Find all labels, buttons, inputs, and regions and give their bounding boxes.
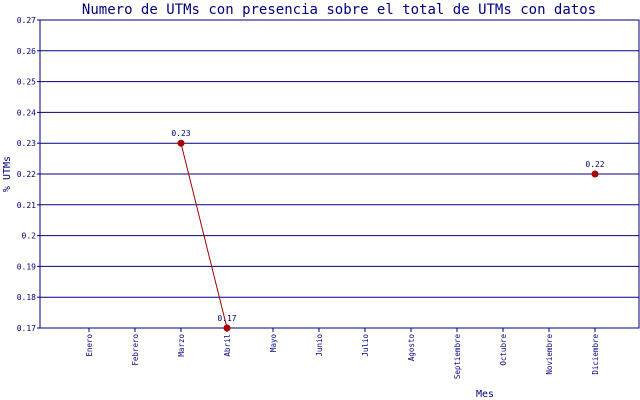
x-tick-label: Septiembre bbox=[453, 334, 462, 380]
x-tick-label: Junio bbox=[315, 334, 324, 357]
x-axis-label: Mes bbox=[476, 389, 494, 400]
x-tick-label: Febrero bbox=[131, 334, 140, 366]
y-tick-label: 0.19 bbox=[17, 262, 36, 271]
y-tick-label: 0.23 bbox=[17, 139, 36, 148]
y-tick-label: 0.24 bbox=[17, 108, 36, 117]
y-tick-label: 0.18 bbox=[17, 293, 36, 302]
y-tick-label: 0.27 bbox=[17, 16, 36, 25]
chart-title: Numero de UTMs con presencia sobre el to… bbox=[82, 2, 596, 18]
x-tick-label: Agosto bbox=[407, 334, 416, 362]
x-tick-label: Abril bbox=[223, 334, 232, 357]
x-tick-label: Enero bbox=[85, 334, 94, 357]
data-point-marzo bbox=[177, 139, 185, 147]
y-tick-label: 0.17 bbox=[17, 324, 36, 333]
x-tick-label: Octubre bbox=[499, 334, 508, 366]
y-tick-label: 0.25 bbox=[17, 78, 36, 87]
data-label-marzo: 0.23 bbox=[171, 129, 190, 138]
x-tick-label: Julio bbox=[361, 334, 370, 357]
x-tick-label: Diciembre bbox=[591, 334, 600, 375]
grid bbox=[39, 19, 640, 329]
y-axis-ticks: 0.17 0.18 0.19 0.2 0.21 0.22 0.23 0.24 0.25 0.26 0… bbox=[17, 16, 40, 333]
series-line-segment bbox=[180, 143, 228, 329]
data-label-abril: 0.17 bbox=[217, 314, 236, 323]
data-points: 0.23 0.17 0.22 bbox=[171, 129, 605, 332]
y-tick-label: 0.22 bbox=[17, 170, 36, 179]
x-tick-label: Noviembre bbox=[545, 334, 554, 375]
x-tick-label: Mayo bbox=[269, 334, 278, 353]
y-axis-label: % UTMs bbox=[2, 156, 13, 192]
y-tick-label: 0.2 bbox=[22, 232, 37, 241]
y-tick-label: 0.21 bbox=[17, 201, 36, 210]
series-lines bbox=[180, 143, 228, 329]
x-tick-label: Marzo bbox=[177, 334, 186, 357]
data-point-abril bbox=[223, 324, 231, 332]
y-tick-label: 0.26 bbox=[17, 47, 36, 56]
x-axis-ticks: Enero Febrero Marzo Abril Mayo Junio Julio Agos… bbox=[85, 328, 600, 379]
data-point-diciembre bbox=[591, 170, 599, 178]
data-label-diciembre: 0.22 bbox=[585, 160, 604, 169]
